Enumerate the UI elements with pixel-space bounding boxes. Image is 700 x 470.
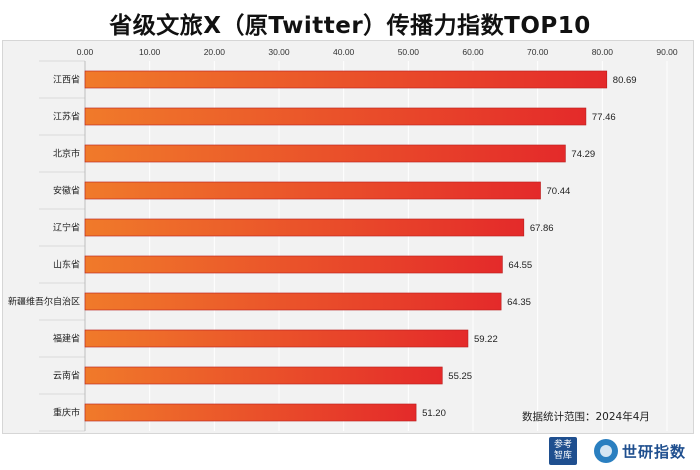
category-label: 云南省 bbox=[53, 370, 80, 382]
value-label: 67.86 bbox=[530, 223, 554, 234]
bar bbox=[84, 181, 541, 200]
bar bbox=[84, 218, 525, 237]
data-range-note: 数据统计范围：2024年4月 bbox=[522, 411, 650, 423]
bar bbox=[84, 366, 443, 385]
x-tick-label: 80.00 bbox=[592, 47, 614, 57]
value-label: 51.20 bbox=[422, 408, 446, 419]
x-tick-label: 0.00 bbox=[77, 47, 94, 57]
badge-logo-line: 参考 bbox=[553, 440, 572, 450]
value-label: 77.46 bbox=[592, 112, 616, 123]
x-tick-label: 20.00 bbox=[204, 47, 226, 57]
x-tick-label: 90.00 bbox=[656, 47, 678, 57]
x-tick-label: 60.00 bbox=[462, 47, 484, 57]
globe-logo-icon bbox=[594, 439, 618, 463]
category-label: 山东省 bbox=[53, 259, 80, 271]
x-tick-label: 40.00 bbox=[333, 47, 355, 57]
category-label: 安徽省 bbox=[53, 185, 80, 197]
chart-title: 省级文旅X（原Twitter）传播力指数TOP10 bbox=[109, 13, 591, 39]
category-label: 江苏省 bbox=[53, 111, 80, 123]
bar bbox=[84, 292, 502, 311]
bar bbox=[84, 70, 608, 89]
value-label: 80.69 bbox=[613, 75, 637, 86]
bar bbox=[84, 255, 503, 274]
x-tick-label: 50.00 bbox=[398, 47, 420, 57]
category-label: 北京市 bbox=[53, 148, 80, 160]
x-tick-label: 70.00 bbox=[527, 47, 549, 57]
x-tick-label: 10.00 bbox=[139, 47, 161, 57]
bar bbox=[84, 329, 469, 348]
badge-logo: 参考 智库 bbox=[549, 437, 577, 465]
brand-logo: 世研指数 bbox=[622, 443, 687, 461]
bar bbox=[84, 144, 566, 163]
value-label: 64.35 bbox=[507, 297, 531, 308]
category-label: 福建省 bbox=[53, 333, 80, 345]
category-label: 辽宁省 bbox=[53, 222, 80, 234]
value-label: 70.44 bbox=[547, 186, 571, 197]
value-label: 64.55 bbox=[508, 260, 532, 271]
bar bbox=[84, 403, 417, 422]
value-label: 55.25 bbox=[448, 371, 472, 382]
x-tick-label: 30.00 bbox=[268, 47, 290, 57]
bar-chart: 0.00 10.00 20.00 30.00 40.00 50.00 60.00 70.00 8… bbox=[8, 47, 678, 432]
badge-logo-line: 智库 bbox=[553, 451, 572, 461]
category-label: 江西省 bbox=[53, 74, 80, 86]
value-label: 59.22 bbox=[474, 334, 498, 345]
value-label: 74.29 bbox=[571, 149, 595, 160]
chart-panel: 0.00 10.00 20.00 30.00 40.00 50.00 60.00 70.00 8… bbox=[2, 40, 694, 434]
bar bbox=[84, 107, 587, 126]
category-label: 新疆维吾尔自治区 bbox=[8, 296, 80, 308]
category-label: 重庆市 bbox=[53, 407, 80, 419]
